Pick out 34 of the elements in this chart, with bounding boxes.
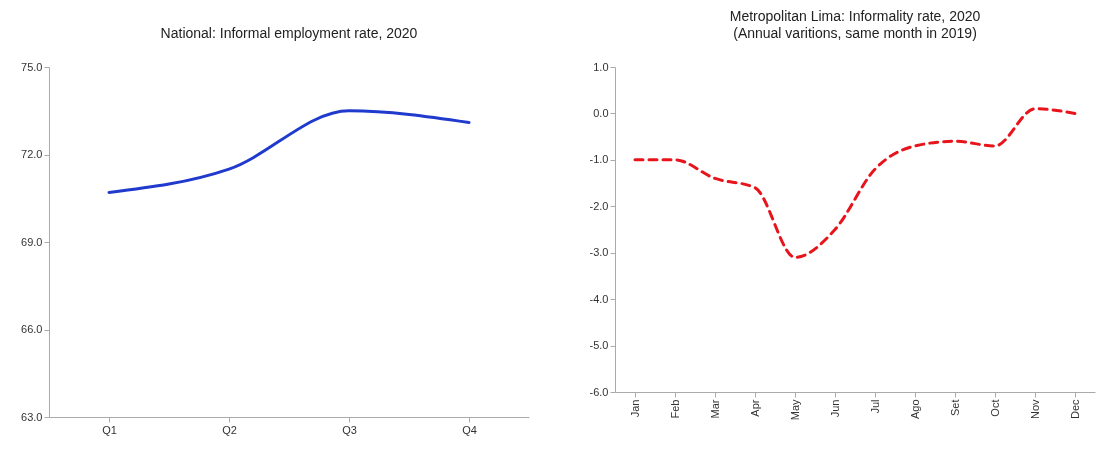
y-tick-label: 72.0 [21, 148, 43, 160]
x-tick-label: Feb [668, 399, 681, 419]
y-tick-label: -5.0 [589, 339, 609, 352]
x-tick-label: Ago [908, 399, 921, 420]
x-tick-label: Oct [988, 399, 1001, 417]
x-tick-label: Jul [868, 399, 881, 414]
y-tick-label: -4.0 [589, 292, 609, 305]
x-tick-label: Set [948, 399, 961, 417]
x-tick-label: Q4 [462, 423, 477, 436]
y-tick-label: 66.0 [21, 323, 43, 335]
x-tick-label: Jun [828, 399, 841, 418]
x-tick-label: Mar [708, 399, 721, 419]
line-series [633, 107, 1077, 259]
x-tick-label: Nov [1028, 399, 1041, 420]
x-tick-label: Jan [628, 399, 641, 418]
chart-title: Metropolitan Lima: Informality rate, 2020 [729, 8, 981, 24]
x-tick-label: Q2 [222, 423, 237, 436]
y-tick-label: 63.0 [21, 410, 43, 423]
x-tick-label: Apr [748, 399, 761, 417]
y-tick-label: 1.0 [593, 60, 609, 73]
y-tick-label: 75.0 [21, 60, 43, 73]
line-series [107, 109, 471, 194]
x-tick-label: Q3 [342, 423, 357, 436]
y-tick-label: -6.0 [589, 385, 609, 398]
y-tick-label: -3.0 [589, 246, 609, 259]
chart-subtitle: (Annual varitions, same month in 2019) [733, 25, 977, 41]
x-tick-label: May [788, 399, 801, 421]
x-tick-label: Dec [1068, 399, 1081, 420]
chart-title: National: Informal employment rate, 2020 [160, 25, 418, 41]
y-tick-label: 0.0 [593, 106, 609, 119]
y-tick-label: 69.0 [21, 235, 43, 248]
x-tick-label: Q1 [102, 423, 117, 436]
y-tick-label: -2.0 [589, 199, 609, 212]
y-tick-label: -1.0 [589, 153, 609, 166]
